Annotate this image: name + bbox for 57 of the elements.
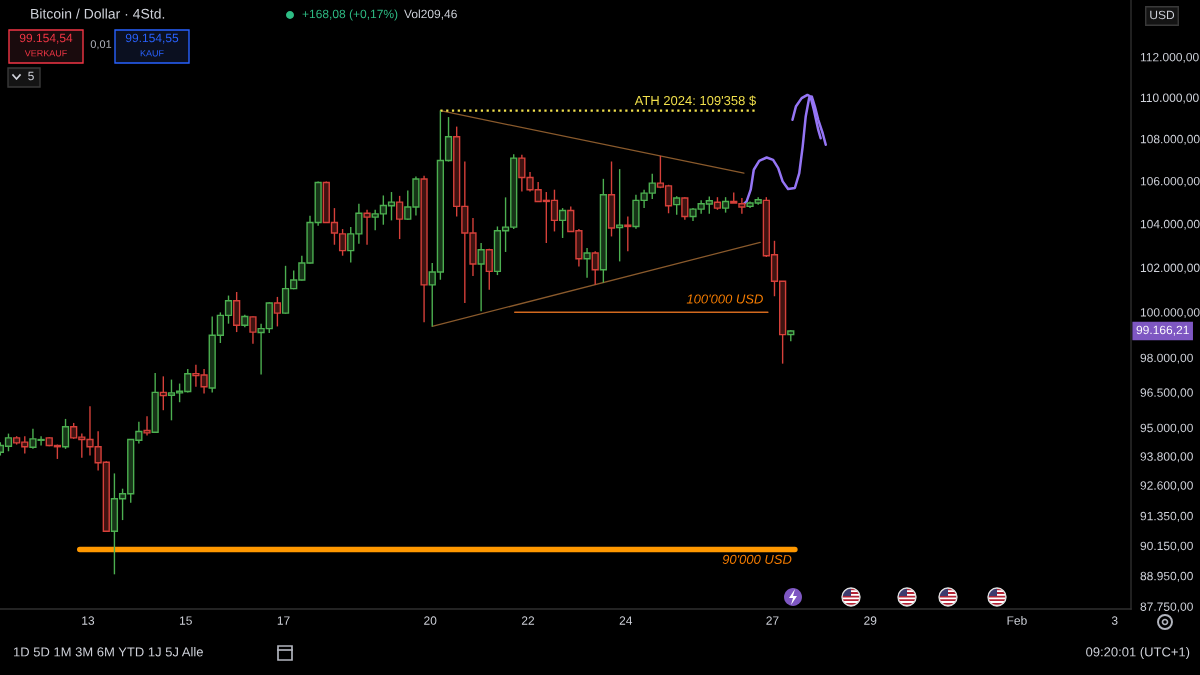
candlestick [396,195,404,240]
candlestick [249,315,257,345]
annotation: VERKAUF [24,50,67,57]
annotation: 5 [28,71,34,81]
annotation: 99.154,55 [125,33,179,44]
y-tick-label: 88.950,00 [1140,571,1193,582]
annotation: 100'000 USD [686,294,763,304]
x-tick-label: 22 [521,616,535,625]
x-tick-label: 20 [424,616,437,625]
text: 09:20:01 (UTC+1) [1086,646,1190,660]
candlestick [273,296,282,328]
candlestick [61,418,70,450]
y-tick-label: 102.000,00 [1140,263,1200,274]
candlestick [143,415,151,437]
x-tick-label: 24 [619,616,633,625]
text: 1D 5D 1M 3M 6M YTD 1J 5J Alle [13,646,203,657]
annotation: 0,01 [90,40,112,50]
x-tick-label: 3 [1111,616,1118,625]
candlestick [616,168,624,263]
y-tick-label: 92.600,00 [1140,481,1193,492]
annotation: 99.154,54 [19,33,73,44]
candlestick [624,215,632,252]
annotation: 90'000 USD [722,554,792,564]
x-tick-label: 27 [766,616,779,625]
y-tick-label: 112.000,00 [1140,52,1199,63]
x-tick-label: 13 [82,616,95,625]
y-tick-label: 100.000,00 [1140,308,1200,319]
y-tick-label: 108.000,00 [1140,134,1200,145]
y-tick-label: 93.800,00 [1140,452,1193,463]
y-tick-label: 96.500,00 [1140,388,1193,399]
x-tick-label: 29 [864,616,877,625]
annotation: +168,08 (+0,17%) [302,9,398,21]
y-tick-label: 95.000,00 [1140,423,1193,434]
candlestick [673,195,681,216]
candlestick [558,207,567,239]
y-tick-label: 90.150,00 [1140,541,1193,552]
annotation: KAUF [140,50,164,57]
y-tick-label: 110.000,00 [1140,93,1199,104]
y-tick-label: 104.000,00 [1140,219,1200,230]
y-tick-label: 91.350,00 [1140,511,1193,522]
annotation: Vol209,46 [404,9,457,20]
y-tick-label: 106.000,00 [1140,176,1200,187]
y-tick-label: 87.750,00 [1140,602,1193,613]
candlestick [477,242,485,312]
chart-title: Bitcoin / Dollar · 4Std. [31,8,165,19]
candlestick [591,250,599,286]
text: 99.166,21 [1136,325,1189,336]
candlestick [583,247,591,279]
y-tick-label: 98.000,00 [1140,353,1193,364]
text: USD [1150,10,1175,20]
candlestick [363,209,371,246]
x-tick-label: 15 [179,616,192,625]
x-tick-label: Feb [1007,616,1027,625]
x-tick-label: 17 [277,616,290,625]
candlestick [485,247,493,291]
annotation: ATH 2024: 109'358 $ [634,95,756,106]
candlestick [681,196,689,221]
